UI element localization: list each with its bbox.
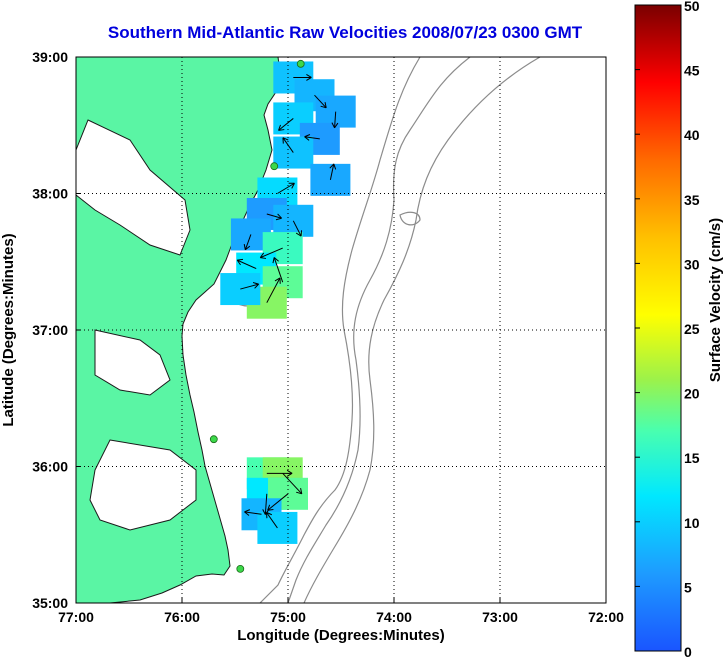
x-tick-label: 75:00 [270,609,306,625]
colorbar-tick-label: 30 [684,256,700,272]
velocity-vector-head [272,257,279,264]
velocity-vector-head [236,258,244,266]
y-axis-title: Latitude (Degrees:Minutes) [0,233,17,426]
velocity-vector-head [282,137,289,144]
velocity-vector-head [259,252,267,259]
y-tick-label: 35:00 [32,595,68,611]
velocity-vector [282,472,303,495]
colorbar-tick-label: 10 [684,515,700,531]
y-tick-label: 37:00 [32,322,68,338]
contour-1000m [303,57,541,603]
radar-stations [209,59,305,573]
velocity-vector-head [288,182,295,189]
velocity-vector-head [286,469,293,477]
velocity-vector [267,493,289,511]
y-tick-label: 39:00 [32,49,68,65]
x-axis: 77:00 76:00 75:00 74:00 73:00 72:00 [58,598,624,625]
velocity-vector-head [278,124,285,131]
x-tick-label: 73:00 [482,609,518,625]
velocity-vector [244,511,262,515]
velocity-vector-head [267,504,274,511]
velocity-vector-head [244,509,251,516]
velocity-vector-head [252,282,260,289]
y-tick-label: 36:00 [32,459,68,475]
y-axis: 39:00 38:00 37:00 36:00 35:00 [32,49,81,611]
velocity-vector [236,259,257,270]
radar-station-marker [236,564,245,573]
grid-lines [76,57,606,603]
velocity-vector [292,220,302,237]
velocity-vectors [236,74,339,529]
colorbar-gradient [634,4,682,652]
x-tick-label: 76:00 [164,609,200,625]
x-tick-label: 72:00 [588,609,624,625]
radar-station-marker [270,162,279,171]
velocity-vector [244,234,252,250]
velocity-vector [314,94,327,109]
radar-station-marker [296,59,305,68]
contour-200m [287,57,471,603]
colorbar-tick-label: 40 [684,127,700,143]
colorbar-tick-label: 50 [684,0,700,14]
colorbar-tick-label: 0 [684,644,692,659]
velocity-vector-head [320,101,327,109]
colorbar-tick-label: 20 [684,386,700,402]
velocity-vector [278,118,294,131]
colorbar-tick-label: 25 [684,321,700,337]
north-velocity-cell [220,273,261,306]
x-tick-label: 77:00 [58,609,94,625]
velocity-vector [304,136,320,140]
velocity-vector [329,163,335,180]
radar-station-marker [209,435,218,444]
bathymetry-contours [231,57,541,603]
x-tick-label: 74:00 [376,609,412,625]
velocity-vector [273,257,284,283]
contour-knoll [399,211,421,226]
velocity-vector [240,283,259,290]
colorbar-title: Surface Velocity (cm/s) [707,218,724,382]
colorbar-tick-label: 5 [684,579,692,595]
velocity-vector [277,182,295,194]
velocity-vector [266,277,281,303]
velocity-vector [266,213,282,219]
velocity-vector [266,512,278,529]
chart-title: Southern Mid-Atlantic Raw Velocities 200… [108,23,583,42]
colorbar-tick-label: 35 [684,192,700,208]
velocity-vector-head [266,511,273,519]
velocity-vector [260,247,283,259]
velocity-vector-head [331,122,339,129]
colorbar-tick-label: 15 [684,450,700,466]
velocity-vector-head [306,74,312,81]
contour-50m [259,57,421,603]
velocity-vector [264,493,268,515]
x-axis-title: Longitude (Degrees:Minutes) [237,627,445,644]
velocity-vector-head [304,134,311,141]
y-tick-label: 38:00 [32,186,68,202]
velocity-vector-head [243,243,251,251]
velocity-vector-head [329,163,337,170]
velocity-vector [334,111,337,128]
velocity-vector-head [275,213,282,221]
velocity-vector-head [274,277,281,284]
plot-area [76,57,606,603]
velocity-vector-head [296,487,303,495]
velocity-vector-head [295,230,303,237]
colorbar-tick-label: 45 [684,63,700,79]
